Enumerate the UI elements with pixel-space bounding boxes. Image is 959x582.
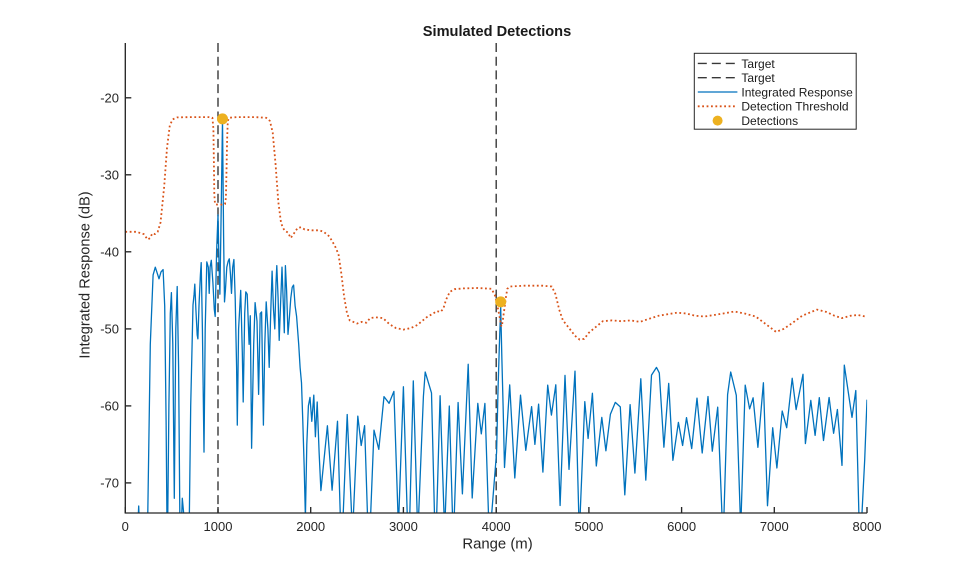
svg-text:Simulated Detections: Simulated Detections bbox=[423, 24, 571, 40]
svg-text:-60: -60 bbox=[100, 399, 119, 414]
svg-text:2000: 2000 bbox=[296, 519, 325, 534]
svg-text:Detections: Detections bbox=[741, 114, 798, 128]
svg-text:-30: -30 bbox=[100, 168, 119, 183]
svg-text:3000: 3000 bbox=[389, 519, 418, 534]
svg-text:Integrated Response (dB): Integrated Response (dB) bbox=[78, 191, 94, 358]
svg-text:5000: 5000 bbox=[574, 519, 603, 534]
svg-text:1000: 1000 bbox=[204, 519, 233, 534]
svg-text:-20: -20 bbox=[100, 91, 119, 106]
svg-text:Target: Target bbox=[741, 71, 775, 85]
svg-text:8000: 8000 bbox=[853, 519, 882, 534]
svg-text:7000: 7000 bbox=[760, 519, 789, 534]
svg-text:-40: -40 bbox=[100, 245, 119, 260]
svg-text:0: 0 bbox=[122, 519, 129, 534]
svg-text:-50: -50 bbox=[100, 322, 119, 337]
svg-text:6000: 6000 bbox=[667, 519, 696, 534]
svg-text:Range (m): Range (m) bbox=[462, 537, 532, 553]
svg-text:Integrated Response: Integrated Response bbox=[741, 85, 853, 99]
svg-text:Target: Target bbox=[741, 57, 775, 71]
svg-text:4000: 4000 bbox=[482, 519, 511, 534]
svg-text:-70: -70 bbox=[100, 476, 119, 491]
svg-text:Detection Threshold: Detection Threshold bbox=[741, 100, 848, 114]
